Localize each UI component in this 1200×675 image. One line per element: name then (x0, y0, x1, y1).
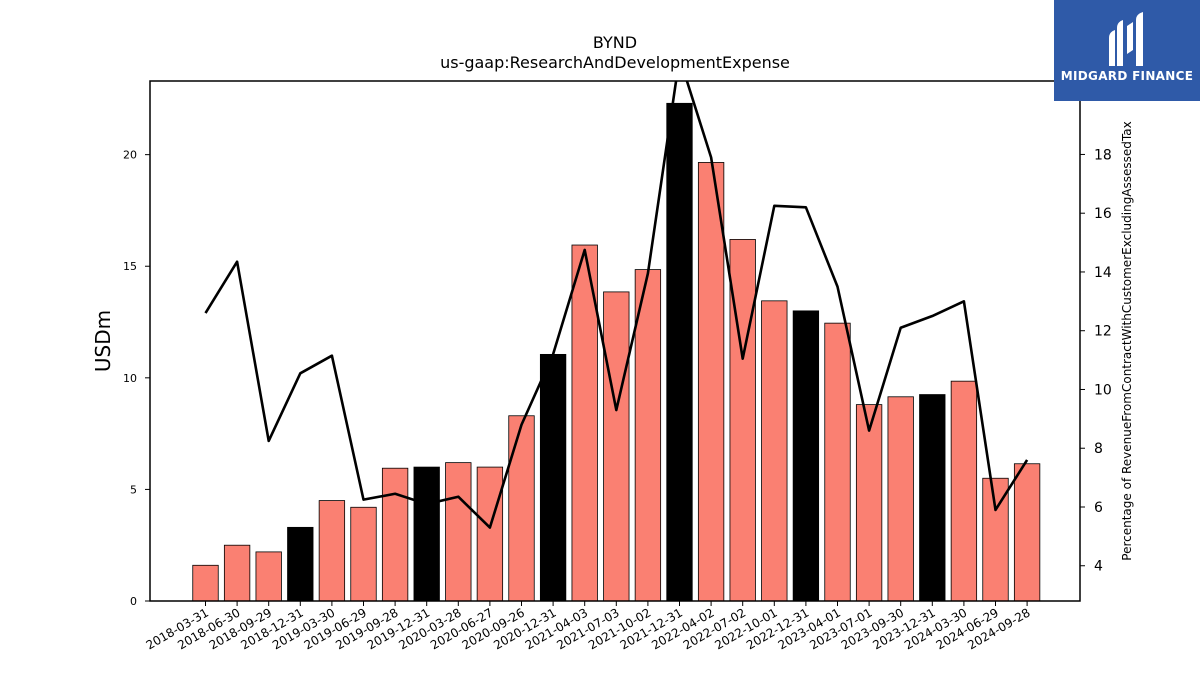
y2-tick-label: 6 (1094, 500, 1103, 516)
bar-2021-07-03 (603, 291, 630, 602)
bar-2022-10-01 (761, 300, 788, 602)
bar-2021-12-31 (666, 102, 693, 602)
chart-subtitle: us-gaap:ResearchAndDevelopmentExpense (440, 53, 790, 72)
y2-tick-label: 4 (1094, 559, 1103, 575)
bar-2022-04-02 (697, 162, 725, 602)
y2-tick-label: 18 (1094, 147, 1112, 163)
bar-2019-03-30 (318, 500, 346, 602)
bars-group (192, 102, 1041, 602)
x-axis: 2018-03-312018-06-302018-09-292018-12-31… (144, 601, 1033, 652)
brand-logo-text: MIDGARD FINANCE (1060, 69, 1194, 83)
bar-2022-12-31 (792, 310, 820, 602)
y2-tick-label: 10 (1094, 382, 1112, 398)
bar-2018-12-31 (287, 526, 314, 602)
y-tick-label: 15 (123, 260, 137, 273)
bar-2023-09-30 (887, 396, 914, 602)
y2-axis-label: Percentage of RevenueFromContractWithCus… (1120, 121, 1134, 560)
bar-2023-12-31 (919, 394, 946, 602)
bar-2019-06-29 (350, 506, 377, 602)
bar-2021-10-02 (634, 269, 662, 602)
y2-tick-label: 12 (1094, 324, 1112, 340)
bar-2021-04-03 (571, 244, 598, 602)
bar-2020-09-26 (508, 415, 535, 602)
left-axis: 0 5 10 15 20 (123, 149, 150, 608)
plot-frame (149, 80, 1081, 602)
bar-2019-12-31 (413, 466, 440, 602)
bar-2024-09-28 (1013, 463, 1041, 602)
y-tick-label: 20 (123, 149, 137, 162)
y-tick-label: 10 (123, 372, 137, 385)
bar-2023-04-01 (824, 322, 851, 602)
chart-title: BYND (593, 33, 637, 52)
bar-2023-07-01 (855, 404, 883, 602)
y2-tick-label: 14 (1094, 265, 1112, 281)
y2-tick-label: 16 (1094, 206, 1112, 222)
midgard-logo-icon (1109, 12, 1143, 66)
bar-2024-03-30 (950, 380, 978, 602)
bar-2020-06-27 (476, 466, 504, 602)
brand-logo: MIDGARD FINANCE (1054, 0, 1200, 101)
bar-2020-12-31 (539, 353, 567, 602)
bar-2020-03-28 (445, 462, 472, 602)
y-tick-label: 5 (130, 483, 137, 496)
bar-2018-03-31 (192, 564, 219, 602)
line-series (204, 81, 1029, 529)
bar-2018-09-29 (255, 551, 282, 602)
y-axis-label: USDm (91, 310, 115, 372)
bar-2018-06-30 (223, 544, 251, 602)
bar-2019-09-28 (381, 467, 409, 602)
y-tick-label: 0 (130, 595, 137, 608)
y2-tick-label: 8 (1094, 441, 1103, 457)
line-group (204, 81, 1029, 529)
